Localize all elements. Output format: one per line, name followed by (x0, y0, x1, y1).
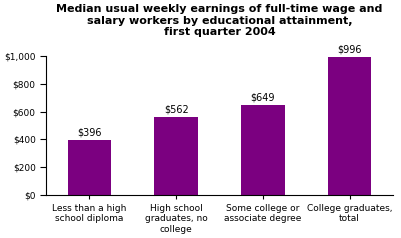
Bar (154, 117, 198, 195)
Text: $396: $396 (77, 128, 102, 138)
Text: $996: $996 (337, 45, 362, 55)
Text: $649: $649 (251, 93, 275, 103)
Bar (68, 140, 111, 195)
Bar (241, 105, 285, 195)
Bar (328, 57, 371, 195)
Title: Median usual weekly earnings of full-time wage and
salary workers by educational: Median usual weekly earnings of full-tim… (56, 4, 383, 37)
Text: $562: $562 (164, 105, 188, 115)
